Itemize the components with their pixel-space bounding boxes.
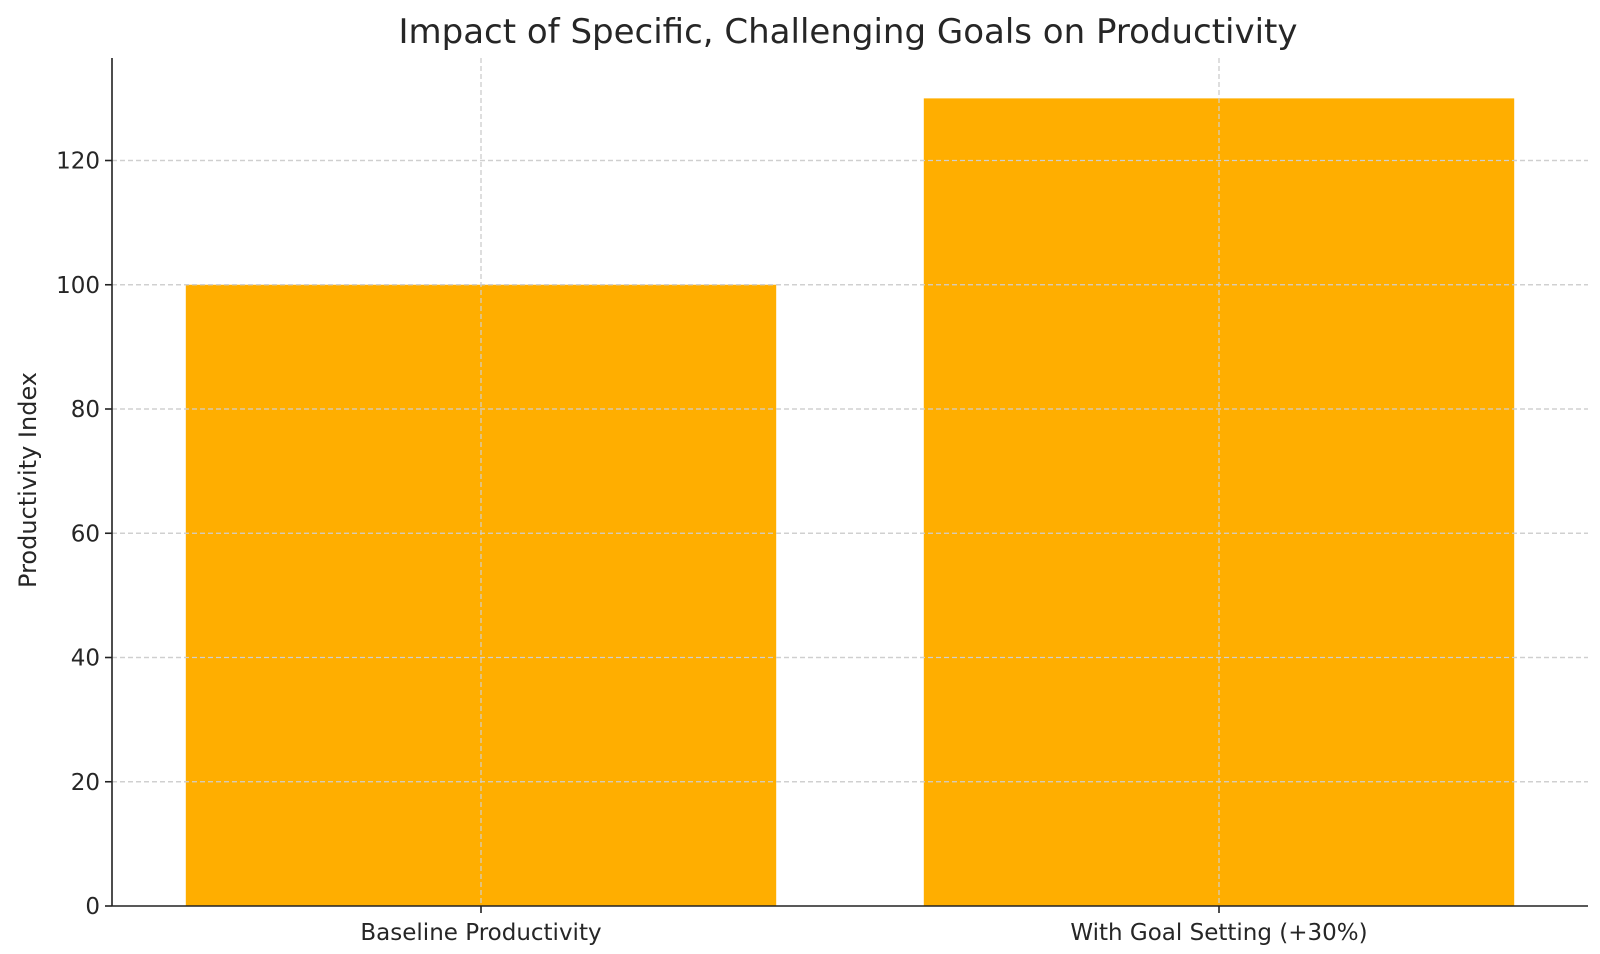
x-tick-label: With Goal Setting (+30%) (1070, 920, 1367, 946)
y-tick-label: 40 (71, 646, 100, 672)
y-tick-label: 80 (71, 397, 100, 423)
y-tick-label: 20 (71, 770, 100, 796)
x-tick-label: Baseline Productivity (360, 920, 601, 946)
chart-title: Impact of Specific, Challenging Goals on… (398, 12, 1297, 52)
axis-layer: 0 20 40 60 80 100 120 Baseline Productivity With… (56, 58, 1588, 946)
y-tick-label: 0 (85, 894, 100, 920)
y-axis-label: Productivity Index (14, 372, 42, 588)
y-tick-label: 120 (56, 149, 100, 175)
bar-layer (112, 58, 1588, 906)
y-tick-label: 60 (71, 521, 100, 547)
y-tick-label: 100 (56, 273, 100, 299)
